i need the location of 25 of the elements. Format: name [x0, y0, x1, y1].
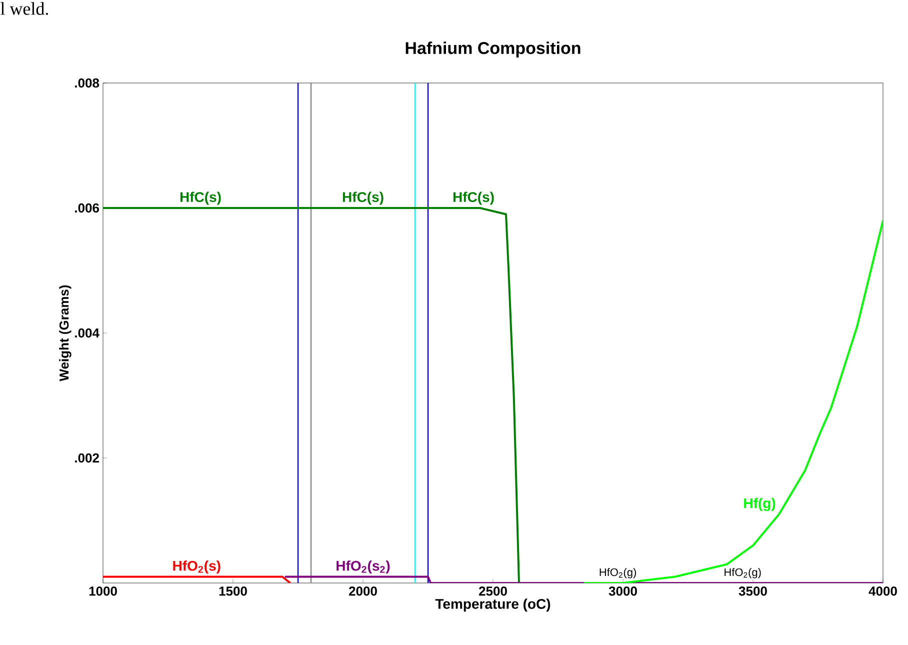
- annotation: HfO$_{2}$(g): [724, 568, 761, 578]
- x-tick-label: 1500: [219, 586, 247, 596]
- line-series: [103, 206, 520, 583]
- x-tick-label: 1000: [89, 586, 117, 596]
- text: HfC(s): [342, 192, 384, 205]
- annotation: HfO$_{2}$(g): [600, 568, 636, 578]
- chart-title: Hafnium Composition: [406, 42, 580, 58]
- y-axis-title: Weight (Grams): [59, 285, 72, 382]
- text: l weld.: [0, 2, 48, 15]
- text: HfC(s): [453, 192, 494, 205]
- x-axis-title: Temperature (oC): [435, 598, 550, 612]
- line-series: [583, 219, 883, 583]
- x-tick-label: 4000: [868, 586, 897, 596]
- y-tick-label: .006: [75, 203, 100, 213]
- series-label: HfC(s): [180, 192, 221, 205]
- x-tick-label: 2500: [478, 586, 507, 596]
- x-tick-label: 2000: [349, 586, 377, 596]
- y-tick-label: .004: [75, 328, 100, 338]
- x-tick-label: 3500: [738, 586, 767, 596]
- series-label: HfO$_{2}$(s$_{2}$): [336, 560, 390, 574]
- x-tick-label: 3000: [608, 586, 637, 596]
- series-label: Hf(g): [744, 498, 776, 512]
- y-tick-label: .002: [75, 453, 99, 463]
- series-label: HfO$_{2}$(s): [173, 560, 220, 574]
- y-tick-label: .008: [75, 78, 100, 88]
